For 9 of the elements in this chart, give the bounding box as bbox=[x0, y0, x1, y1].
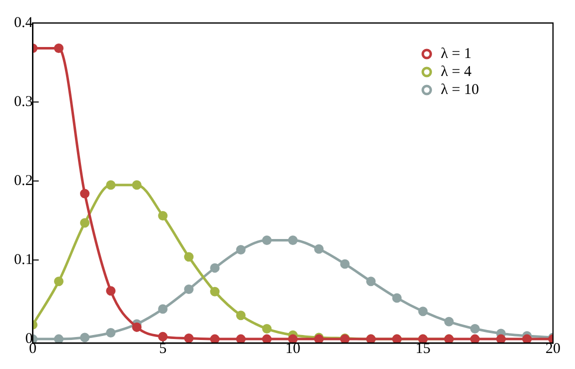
y-tick-label: 0.3 bbox=[14, 94, 33, 110]
legend-label: λ = 1 bbox=[440, 46, 472, 62]
y-tick-label: 0.1 bbox=[14, 252, 33, 268]
legend-label: λ = 10 bbox=[440, 82, 479, 98]
x-tick-label: 10 bbox=[285, 340, 300, 357]
y-tick-label: 0.2 bbox=[14, 172, 33, 189]
y-tick-label: 0.4 bbox=[14, 14, 34, 31]
x-tick-label: 20 bbox=[546, 340, 560, 357]
legend-label: λ = 4 bbox=[440, 64, 472, 80]
